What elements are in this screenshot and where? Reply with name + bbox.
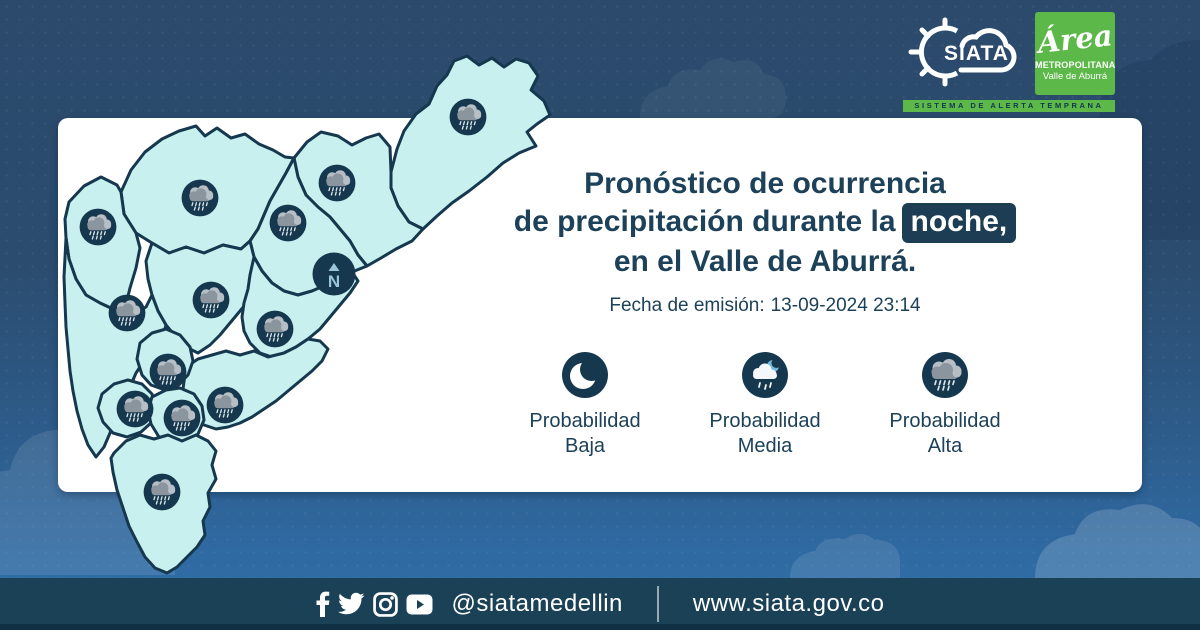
twitter-icon[interactable]	[338, 592, 365, 616]
north-compass: N	[312, 252, 356, 296]
moon-icon	[562, 352, 608, 398]
social-icons	[315, 591, 433, 617]
facebook-icon[interactable]	[315, 591, 330, 617]
area-line2: Valle de Aburrá	[1042, 71, 1108, 82]
legend-label: Probabilidad Alta	[873, 409, 1017, 459]
rain-cloud-icon	[142, 472, 182, 512]
legend-label-line2: Alta	[927, 435, 963, 457]
title-line2: de precipitación durante la noche,	[460, 203, 1070, 243]
footer-bar: @siatamedellin www.siata.gov.co	[0, 578, 1200, 630]
website-link[interactable]: www.siata.gov.co	[692, 590, 885, 617]
rain-cloud-icon	[448, 97, 488, 137]
area-line1: METROPOLITANA	[1035, 60, 1115, 70]
rain-cloud-icon	[162, 398, 202, 438]
legend-label-line1: Probabilidad	[889, 410, 1001, 432]
rain-cloud-icon	[107, 293, 147, 333]
rain-cloud-icon	[180, 178, 220, 218]
rain-cloud-icon	[205, 385, 245, 425]
siata-logo-text: SIATA	[944, 42, 1009, 65]
rain-cloud-icon	[255, 309, 295, 349]
social-handle[interactable]: @siatamedellin	[451, 590, 623, 617]
brand-block: SIATA Área METROPOLITANA Valle de Aburrá…	[903, 10, 1115, 112]
title-line1: Pronóstico de ocurrencia	[584, 167, 946, 200]
rain-cloud-icon	[115, 389, 155, 429]
cloud-moon-drizzle-icon	[741, 351, 789, 399]
north-arrow-icon	[328, 263, 340, 271]
title-highlight-chip: noche,	[901, 203, 1017, 243]
siata-tagline-bar: SISTEMA DE ALERTA TEMPRANA	[903, 100, 1115, 112]
sun-circle-icon	[918, 25, 959, 79]
rain-cloud-icon	[921, 351, 969, 399]
instagram-icon[interactable]	[373, 591, 399, 617]
legend-item-alta: Probabilidad Alta	[873, 351, 1017, 459]
emission-label: Fecha de emisión:	[609, 295, 765, 316]
youtube-icon[interactable]	[406, 594, 433, 615]
legend-label-line2: Media	[737, 435, 793, 457]
title-line2-prefix: de precipitación durante la	[513, 205, 896, 238]
legend-label: Probabilidad Baja	[513, 409, 657, 459]
emission-date-row: Fecha de emisión: 13-09-2024 23:14	[460, 295, 1070, 317]
municipality-region	[389, 54, 552, 231]
legend-label-line2: Baja	[564, 435, 606, 457]
probability-legend: Probabilidad Baja Probabilidad Media Pro…	[460, 351, 1070, 459]
siata-logo: SIATA	[908, 17, 1017, 87]
footer-divider	[656, 586, 659, 622]
valle-de-aburra-map: N	[62, 54, 552, 575]
rain-cloud-icon	[268, 203, 308, 243]
legend-label-line1: Probabilidad	[709, 410, 821, 432]
area-metropolitana-logo: Área METROPOLITANA Valle de Aburrá	[1035, 12, 1115, 95]
rain-cloud-icon	[191, 280, 231, 320]
legend-label: Probabilidad Media	[693, 409, 837, 459]
legend-item-media: Probabilidad Media	[693, 351, 837, 459]
rain-cloud-icon	[148, 352, 188, 392]
area-script-text: Área	[1035, 18, 1115, 60]
page-title: Pronóstico de ocurrencia de precipitació…	[460, 165, 1070, 281]
compass-n-label: N	[328, 272, 340, 291]
emission-value: 13-09-2024 23:14	[770, 295, 921, 316]
rain-cloud-icon	[78, 207, 118, 247]
card-content: Pronóstico de ocurrencia de precipitació…	[460, 165, 1070, 459]
title-line3: en el Valle de Aburrá.	[613, 245, 917, 278]
cloud-outline-icon	[958, 28, 1017, 73]
legend-item-baja: Probabilidad Baja	[513, 351, 657, 459]
rain-cloud-icon	[317, 163, 357, 203]
legend-label-line1: Probabilidad	[529, 410, 641, 432]
